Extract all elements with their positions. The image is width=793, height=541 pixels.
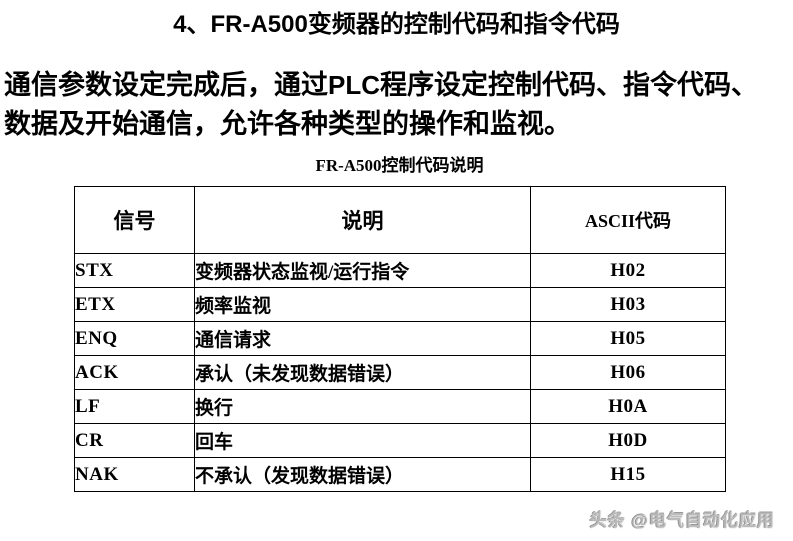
table-header-row: 信号 说明 ASCII代码 <box>74 186 726 254</box>
body-line-1-part-2: 程序设定控制代码、指令代码、 <box>380 70 758 100</box>
header-cell-ascii: ASCII代码 <box>530 186 726 254</box>
cell-ascii: H0D <box>530 423 726 458</box>
cell-description: 承认（未发现数据错误） <box>194 355 531 390</box>
cell-signal: STX <box>74 253 195 288</box>
table-row: STX 变频器状态监视/运行指令 H02 <box>74 253 726 288</box>
table-caption: FR-A500控制代码说明 <box>315 156 484 175</box>
cell-ascii: H03 <box>530 287 726 322</box>
table-row: ACK 承认（未发现数据错误） H06 <box>74 355 726 390</box>
cell-description: 换行 <box>194 389 531 424</box>
cell-description: 频率监视 <box>194 287 531 322</box>
cell-description: 通信请求 <box>194 321 531 356</box>
cell-description: 变频器状态监视/运行指令 <box>194 253 531 288</box>
table-row: CR 回车 H0D <box>74 423 726 458</box>
table-row: ENQ 通信请求 H05 <box>74 321 726 356</box>
table-row: LF 换行 H0A <box>74 389 726 424</box>
cell-signal: LF <box>74 389 195 424</box>
body-paragraph: 通信参数设定完成后，通过PLC程序设定控制代码、指令代码、 数据及开始通信，允许… <box>4 66 793 144</box>
header-cell-description: 说明 <box>194 186 531 254</box>
header-cell-signal: 信号 <box>74 186 195 254</box>
body-line-1-latin-plc: PLC <box>328 70 380 100</box>
cell-signal: NAK <box>74 457 195 492</box>
cell-ascii: H0A <box>530 389 726 424</box>
watermark-attribution: 头条 @电气自动化应用 <box>589 511 775 530</box>
cell-description: 不承认（发现数据错误） <box>194 457 531 492</box>
cell-ascii: H15 <box>530 457 726 492</box>
cell-signal: ENQ <box>74 321 195 356</box>
table-row: ETX 频率监视 H03 <box>74 287 726 322</box>
cell-signal: ACK <box>74 355 195 390</box>
cell-signal: CR <box>74 423 195 458</box>
cell-ascii: H05 <box>530 321 726 356</box>
cell-description: 回车 <box>194 423 531 458</box>
body-line-2: 数据及开始通信，允许各种类型的操作和监视。 <box>4 109 571 139</box>
cell-ascii: H02 <box>530 253 726 288</box>
cell-ascii: H06 <box>530 355 726 390</box>
table-row: NAK 不承认（发现数据错误） H15 <box>74 457 726 492</box>
cell-signal: ETX <box>74 287 195 322</box>
body-line-1-part-1: 通信参数设定完成后，通过 <box>4 70 328 100</box>
page-title: 4、FR-A500变频器的控制代码和指令代码 <box>173 11 620 38</box>
control-code-table: 信号 说明 ASCII代码 STX 变频器状态监视/运行指令 H02 ETX 频… <box>74 186 726 492</box>
